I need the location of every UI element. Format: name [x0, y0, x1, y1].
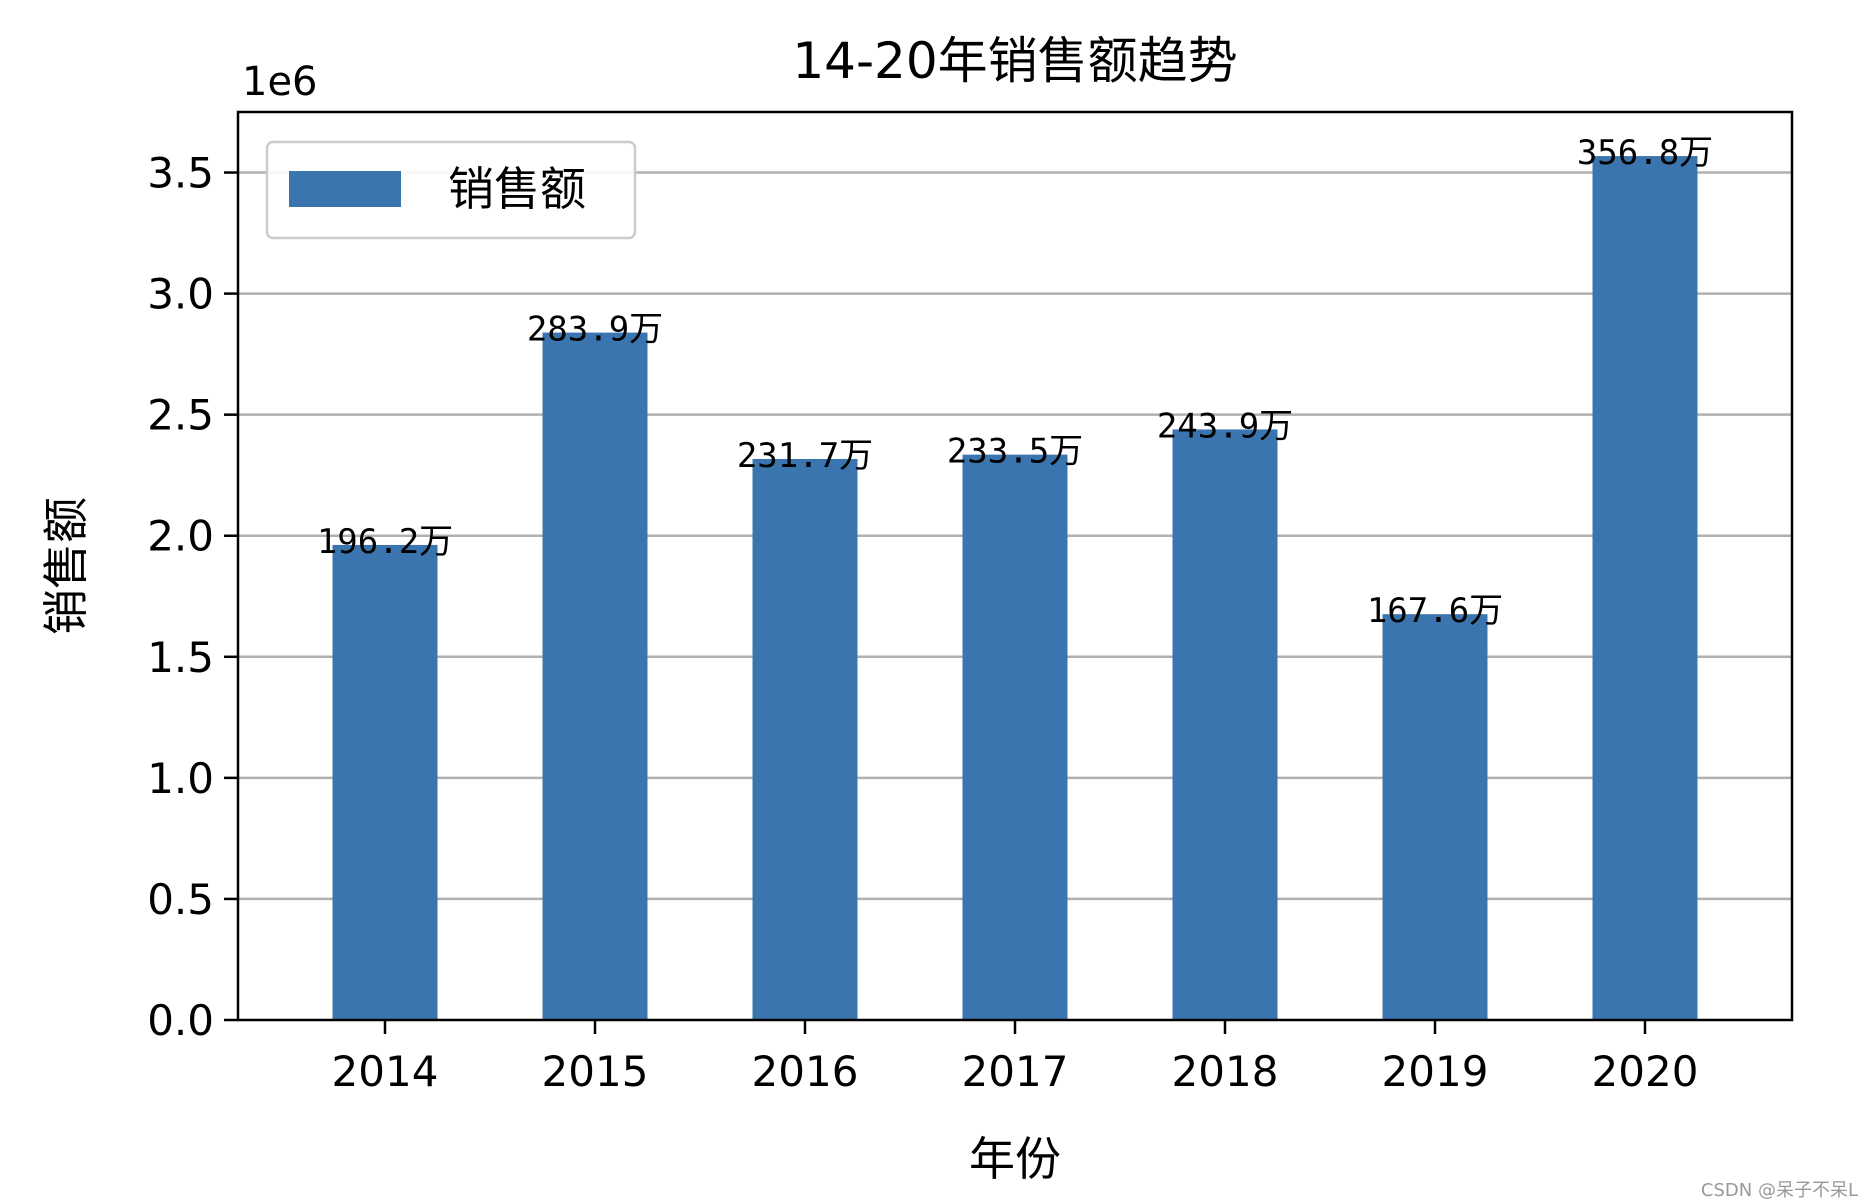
data-labels: 196.2万 283.9万 231.7万 233.5万 243.9万 167.6万 356.… — [317, 133, 1713, 631]
bar-2017 — [962, 454, 1068, 1020]
y-tick-label: 1.0 — [147, 754, 214, 803]
legend: 销售额 — [265, 140, 637, 240]
y-tick-label: 0.5 — [147, 875, 214, 924]
y-axis-label: 销售额 — [39, 497, 93, 635]
y-tick-label: 1.5 — [147, 633, 214, 682]
bar-2016 — [752, 458, 858, 1021]
y-axis-offset-label: 1e6 — [242, 59, 318, 105]
bar-2020 — [1592, 156, 1698, 1021]
bar-2015 — [542, 332, 648, 1020]
x-tick-label-2020: 2020 — [1592, 1047, 1699, 1096]
data-label-2016: 231.7万 — [737, 436, 873, 476]
y-tick-label: 3.5 — [147, 149, 214, 198]
x-tick-label-2014: 2014 — [332, 1047, 439, 1096]
x-axis-ticks: 2014 2015 2016 2017 2018 2019 2020 — [332, 1020, 1699, 1096]
x-tick-label-2016: 2016 — [752, 1047, 859, 1096]
y-axis-ticks: 0.0 0.5 1.0 1.5 2.0 2.5 3.0 3.5 — [147, 149, 238, 1045]
legend-swatch — [289, 171, 401, 207]
y-tick-label: 3.0 — [147, 270, 214, 319]
y-tick-label: 0.0 — [147, 996, 214, 1045]
y-tick-label: 2.0 — [147, 512, 214, 561]
bars — [332, 156, 1698, 1021]
x-tick-label-2018: 2018 — [1172, 1047, 1279, 1096]
x-tick-label-2017: 2017 — [962, 1047, 1069, 1096]
bar-2019 — [1382, 614, 1488, 1020]
x-tick-label-2019: 2019 — [1382, 1047, 1489, 1096]
legend-box — [265, 140, 637, 240]
data-label-2018: 243.9万 — [1157, 406, 1293, 446]
x-axis-label: 年份 — [969, 1132, 1061, 1186]
data-label-2020: 356.8万 — [1577, 133, 1713, 173]
x-tick-label-2015: 2015 — [542, 1047, 649, 1096]
bar-2014 — [332, 544, 438, 1020]
data-label-2015: 283.9万 — [527, 310, 663, 350]
y-tick-label: 2.5 — [147, 391, 214, 440]
bar-2018 — [1172, 429, 1278, 1021]
legend-label: 销售额 — [448, 162, 586, 216]
data-label-2017: 233.5万 — [947, 432, 1083, 472]
data-label-2014: 196.2万 — [317, 522, 453, 562]
watermark: CSDN @呆子不呆L — [1701, 1180, 1858, 1201]
chart-title: 14-20年销售额趋势 — [792, 32, 1237, 90]
data-label-2019: 167.6万 — [1367, 591, 1503, 631]
